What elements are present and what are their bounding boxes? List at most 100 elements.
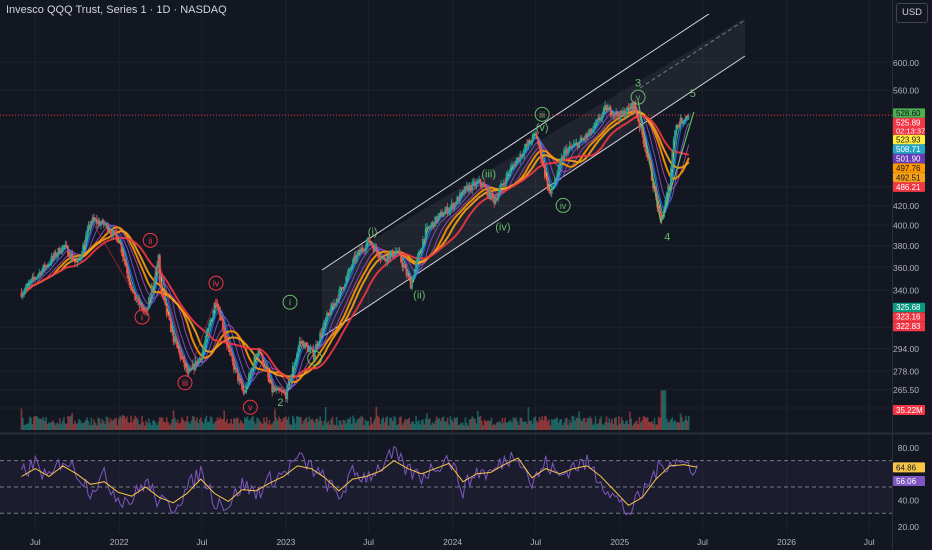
candle-body [519, 153, 522, 161]
candle-body [245, 385, 248, 393]
volume-bar [101, 418, 104, 430]
volume-bar [518, 425, 520, 430]
volume-bar [167, 421, 169, 430]
volume-bar [171, 419, 173, 430]
volume-bar [387, 425, 390, 430]
volume-bar [548, 419, 550, 430]
candle-body [508, 172, 511, 174]
volume-bar [283, 416, 286, 430]
price-label-box [893, 321, 925, 332]
volume-bar [256, 417, 258, 430]
candle-body [110, 233, 113, 237]
candle-body [228, 347, 231, 353]
candle-body [374, 246, 376, 252]
candle-body [472, 181, 475, 183]
volume-bar [370, 416, 372, 430]
volume-bar [442, 416, 445, 430]
candle-body [219, 310, 222, 320]
volume-bar [165, 417, 168, 430]
volume-bar [324, 407, 327, 430]
wave-label: iii [182, 378, 188, 388]
volume-bar [582, 418, 585, 430]
volume-bar [227, 423, 230, 430]
volume-bar [449, 416, 452, 430]
candle-body [182, 358, 185, 360]
volume-bar [134, 415, 136, 430]
candle-body [453, 202, 456, 209]
volume-bar [126, 416, 128, 430]
candle-body [460, 192, 463, 194]
volume-bar [265, 416, 268, 430]
candle-body [646, 153, 649, 158]
volume-bar [149, 422, 152, 430]
volume-bar [670, 419, 672, 430]
price-tick-label: 420.00 [893, 201, 919, 211]
volume-bar [361, 417, 364, 430]
candle-body [617, 115, 620, 120]
volume-bar [435, 416, 438, 430]
candle-body [615, 111, 618, 116]
candle-body [226, 339, 228, 346]
volume-bar [623, 423, 626, 430]
candle-body [564, 148, 567, 150]
wave-label-circle [177, 375, 193, 391]
candle-body [535, 132, 538, 140]
volume-bar [527, 407, 530, 430]
candle-body [543, 166, 546, 178]
volume-bar [159, 417, 161, 430]
volume-bar [581, 421, 583, 430]
candle-body [409, 278, 412, 289]
candle-body [674, 130, 676, 140]
candle-body [294, 359, 297, 365]
candle-body [172, 331, 175, 343]
rsi-tick-label: 80.00 [898, 443, 920, 453]
volume-bar [97, 417, 99, 430]
candle-body [405, 267, 408, 276]
volume-bar [468, 419, 471, 430]
candle-body [461, 190, 464, 193]
volume-bar [116, 424, 119, 430]
volume-bar [226, 419, 228, 430]
candle-body [367, 237, 370, 243]
candle-body [639, 125, 642, 128]
wave-label: i [289, 298, 291, 308]
volume-bar [278, 416, 280, 430]
candle-body [457, 196, 460, 202]
volume-bar [342, 419, 345, 430]
volume-bar [249, 419, 252, 430]
candle-body [376, 251, 379, 256]
volume-bar [250, 417, 253, 430]
volume-bar [666, 418, 668, 430]
candle-body [437, 216, 439, 222]
candle-body [512, 164, 515, 166]
volume-bar [487, 420, 490, 430]
volume-bar [309, 420, 312, 430]
volume-bar [539, 420, 542, 430]
volume-bar [578, 411, 580, 430]
candle-body [500, 183, 502, 188]
candle-body [308, 349, 311, 352]
volume-bar [460, 422, 463, 430]
candle-body [423, 239, 426, 240]
candle-body [548, 189, 550, 192]
volume-bar [100, 423, 102, 430]
volume-bar [161, 417, 164, 430]
volume-bar [661, 390, 664, 430]
candle-body [100, 223, 102, 226]
currency-button[interactable]: USD [896, 3, 928, 23]
candle-body [480, 183, 483, 188]
candle-body [95, 219, 98, 224]
candle-body [616, 111, 619, 116]
candle-body [260, 353, 263, 355]
volume-bar [41, 419, 43, 430]
candle-body [91, 217, 94, 221]
volume-bar [513, 418, 516, 430]
volume-bar [634, 421, 637, 430]
candle-body [253, 356, 256, 368]
candle-body [38, 272, 41, 276]
volume-bar [190, 420, 193, 430]
volume-bar [296, 415, 298, 430]
price-label-text: 528.60 [896, 109, 921, 118]
candle-body [406, 275, 409, 277]
